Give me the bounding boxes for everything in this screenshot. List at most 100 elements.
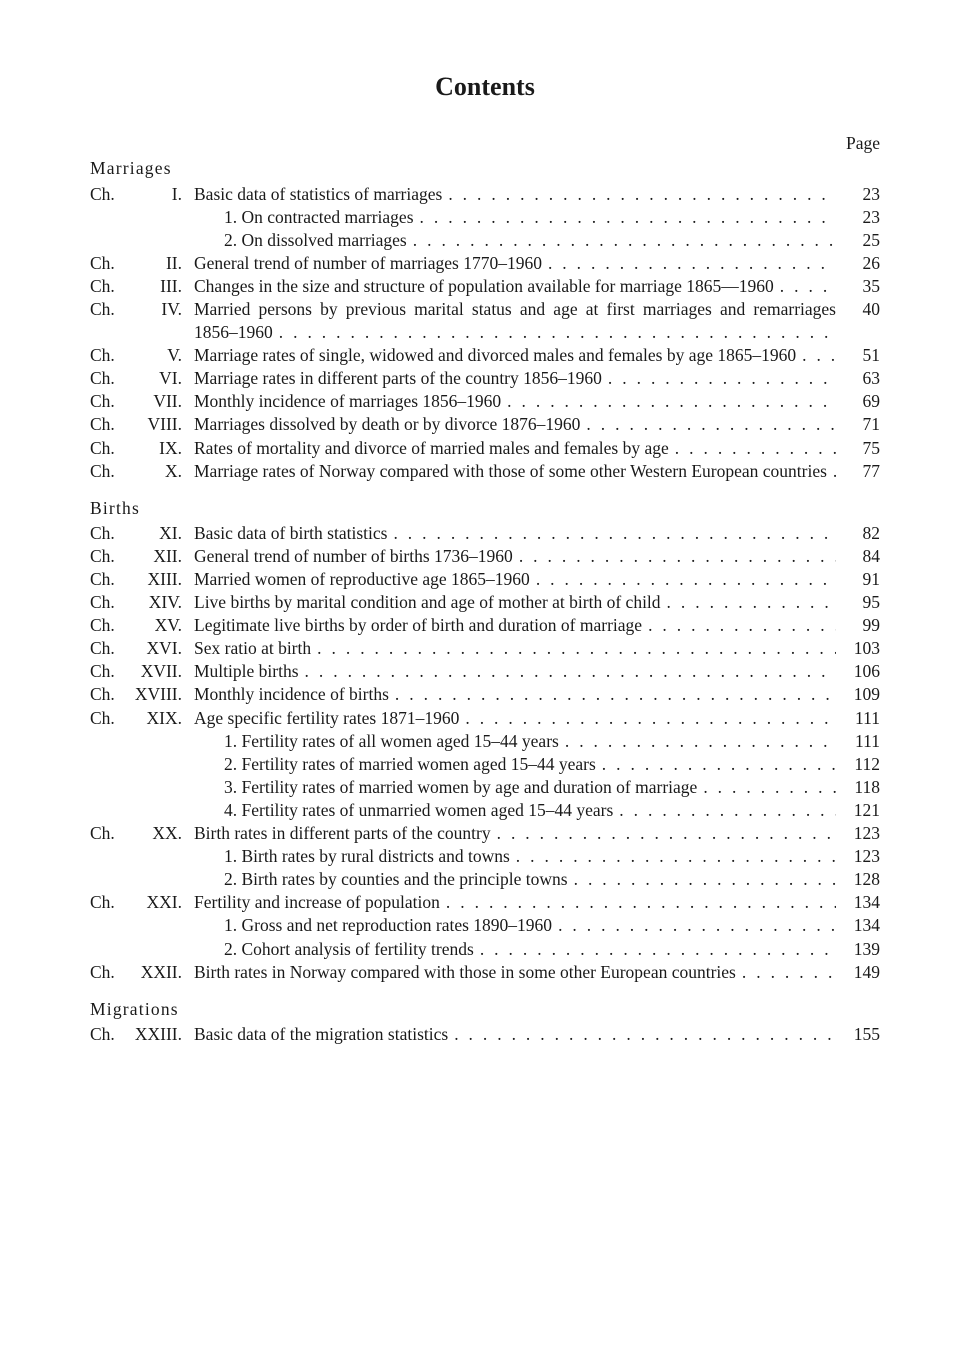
entry-page-number: 26 — [842, 252, 880, 275]
entry-page-number: 99 — [842, 614, 880, 637]
toc-entry: 4. Fertility rates of unmarried women ag… — [90, 799, 880, 822]
entry-chapter-label: Ch. — [90, 437, 122, 460]
entry-roman-numeral: XIV. — [128, 591, 188, 614]
entry-page-number: 51 — [842, 344, 880, 367]
toc-entry: 2. Fertility rates of married women aged… — [90, 753, 880, 776]
entry-text: Age specific fertility rates 1871–1960 — [194, 707, 836, 730]
entry-text: Marriage rates in different parts of the… — [194, 367, 836, 390]
toc-entry: 1. Gross and net reproduction rates 1890… — [90, 914, 880, 937]
entry-roman-numeral: X. — [128, 460, 188, 483]
entry-page-number: 63 — [842, 367, 880, 390]
entry-text: General trend of number of births 1736–1… — [194, 545, 836, 568]
toc-entry: Ch.XIII.Married women of reproductive ag… — [90, 568, 880, 591]
entry-text: Marriages dissolved by death or by divor… — [194, 413, 836, 436]
entry-page-number: 77 — [842, 460, 880, 483]
entry-roman-numeral: XII. — [128, 545, 188, 568]
entry-page-number: 112 — [842, 753, 880, 776]
entry-text: Birth rates in Norway compared with thos… — [194, 961, 836, 984]
entry-text: Married women of reproductive age 1865–1… — [194, 568, 836, 591]
toc-entry: Ch. XXIII. Basic data of the migration sta… — [90, 1023, 880, 1046]
entry-text: Basic data of the migration statistics — [194, 1023, 836, 1046]
entry-roman-numeral: III. — [128, 275, 188, 298]
entry-text: 4. Fertility rates of unmarried women ag… — [194, 799, 836, 822]
entry-chapter-label: Ch. — [90, 460, 122, 483]
entry-roman-numeral: V. — [128, 344, 188, 367]
entry-text: Live births by marital condition and age… — [194, 591, 836, 614]
toc-entry: 1. Birth rates by rural districts and to… — [90, 845, 880, 868]
toc-entry: 1. Fertility rates of all women aged 15–… — [90, 730, 880, 753]
toc-entry: Ch.III.Changes in the size and structure… — [90, 275, 880, 298]
toc-entry: Ch.XV.Legitimate live births by order of… — [90, 614, 880, 637]
entry-roman-numeral: IV. — [128, 298, 188, 321]
entry-roman-numeral: XVII. — [128, 660, 188, 683]
entry-page-number: 111 — [842, 730, 880, 753]
entry-chapter-label: Ch. — [90, 522, 122, 545]
entry-chapter-label: Ch. — [90, 683, 122, 706]
toc-entry: Ch. VIII. Marriages dissolved by death or … — [90, 413, 880, 436]
entry-page-number: 149 — [842, 961, 880, 984]
entry-page-number: 25 — [842, 229, 880, 252]
entry-page-number: 121 — [842, 799, 880, 822]
toc-entry: 2. Cohort analysis of fertility trends13… — [90, 938, 880, 961]
toc-entry: Ch.IX.Rates of mortality and divorce of … — [90, 437, 880, 460]
entry-text: Monthly incidence of marriages 1856–1960 — [194, 390, 836, 413]
section-heading: Marriages — [90, 157, 880, 180]
entry-text: Married persons by previous marital stat… — [194, 298, 836, 344]
toc-entry: Ch.XXII.Birth rates in Norway compared w… — [90, 961, 880, 984]
entry-text: Rates of mortality and divorce of marrie… — [194, 437, 836, 460]
entry-chapter-label: Ch. — [90, 390, 122, 413]
entry-text: Changes in the size and structure of pop… — [194, 275, 836, 298]
entry-roman-numeral: XVIII. — [128, 683, 188, 706]
entry-text: 1. Birth rates by rural districts and to… — [194, 845, 836, 868]
toc-entry: Ch.X.Marriage rates of Norway compared w… — [90, 460, 880, 483]
entry-chapter-label: Ch. — [90, 252, 122, 275]
entry-page-number: 71 — [842, 413, 880, 436]
entry-page-number: 69 — [842, 390, 880, 413]
entry-roman-numeral: I. — [128, 183, 188, 206]
entry-roman-numeral: XIII. — [128, 568, 188, 591]
entry-roman-numeral: XXIII. — [128, 1023, 188, 1046]
page-column-header: Page — [90, 132, 880, 155]
toc-entry: Ch.XVIII.Monthly incidence of births109 — [90, 683, 880, 706]
entry-chapter-label: Ch. — [90, 413, 122, 436]
entry-roman-numeral: II. — [128, 252, 188, 275]
entry-roman-numeral: XIX. — [128, 707, 188, 730]
entry-text: Sex ratio at birth — [194, 637, 836, 660]
entry-chapter-label: Ch. — [90, 614, 122, 637]
entry-page-number: 128 — [842, 868, 880, 891]
entry-page-number: 40 — [842, 298, 880, 321]
toc-entry: 2. On dissolved marriages25 — [90, 229, 880, 252]
entry-page-number: 134 — [842, 914, 880, 937]
entry-roman-numeral: VIII. — [128, 413, 188, 436]
entry-chapter-label: Ch. — [90, 367, 122, 390]
toc-entry: Ch.XVI.Sex ratio at birth103 — [90, 637, 880, 660]
toc-entry: Ch.XX.Birth rates in different parts of … — [90, 822, 880, 845]
section-heading: Migrations — [90, 998, 880, 1021]
entry-page-number: 35 — [842, 275, 880, 298]
toc-entry: Ch.V.Marriage rates of single, widowed a… — [90, 344, 880, 367]
entry-text: 1. Fertility rates of all women aged 15–… — [194, 730, 836, 753]
toc-entry: Ch.XII.General trend of number of births… — [90, 545, 880, 568]
section-heading: Births — [90, 497, 880, 520]
entry-roman-numeral: XV. — [128, 614, 188, 637]
entry-text: Monthly incidence of births — [194, 683, 836, 706]
toc-entry: Ch.XI.Basic data of birth statistics82 — [90, 522, 880, 545]
entry-chapter-label: Ch. — [90, 660, 122, 683]
entry-page-number: 155 — [842, 1023, 880, 1046]
entry-page-number: 134 — [842, 891, 880, 914]
entry-chapter-label: Ch. — [90, 707, 122, 730]
entry-text: Multiple births — [194, 660, 836, 683]
entry-text: Birth rates in different parts of the co… — [194, 822, 836, 845]
entry-chapter-label: Ch. — [90, 344, 122, 367]
entry-page-number: 103 — [842, 637, 880, 660]
entry-text: 1. On contracted marriages — [194, 206, 836, 229]
entry-page-number: 106 — [842, 660, 880, 683]
entry-text: 2. Birth rates by counties and the princ… — [194, 868, 836, 891]
entry-page-number: 23 — [842, 183, 880, 206]
entry-text: 1. Gross and net reproduction rates 1890… — [194, 914, 836, 937]
entry-chapter-label: Ch. — [90, 1023, 122, 1046]
entry-page-number: 82 — [842, 522, 880, 545]
entry-text: 2. Fertility rates of married women aged… — [194, 753, 836, 776]
entry-text: 2. Cohort analysis of fertility trends — [194, 938, 836, 961]
toc-entry: Ch.IV.Married persons by previous marita… — [90, 298, 880, 344]
